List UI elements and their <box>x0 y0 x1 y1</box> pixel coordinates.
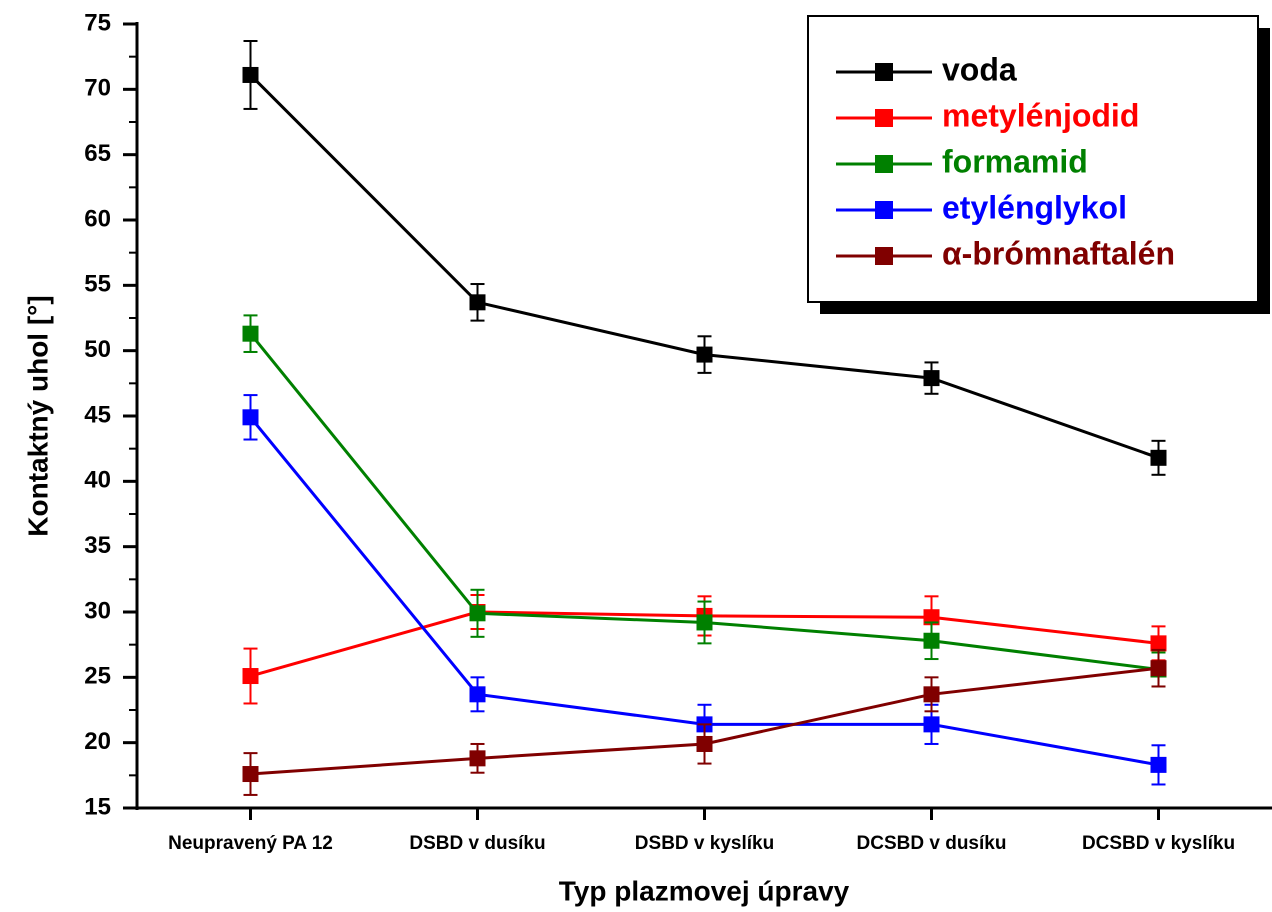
marker <box>469 750 486 767</box>
marker <box>696 614 713 631</box>
y-tick-label: 30 <box>84 597 111 624</box>
y-tick-label: 35 <box>84 532 111 559</box>
marker <box>469 605 486 622</box>
marker <box>1150 660 1167 677</box>
legend-marker <box>875 247 893 265</box>
marker <box>242 766 259 783</box>
legend-marker <box>875 155 893 173</box>
legend-label: formamid <box>942 143 1088 179</box>
y-tick-label: 40 <box>84 467 111 494</box>
y-tick-label: 15 <box>84 793 111 820</box>
legend-marker <box>875 201 893 219</box>
legend-marker <box>875 63 893 81</box>
legend-marker <box>875 109 893 127</box>
y-tick-label: 20 <box>84 728 111 755</box>
x-tick-label: DCSBD v dusíku <box>857 833 1007 854</box>
x-tick-label: DSBD v kyslíku <box>635 833 774 854</box>
marker <box>469 294 486 311</box>
marker <box>242 66 259 83</box>
y-tick-label: 25 <box>84 663 111 690</box>
y-tick-label: 45 <box>84 401 111 428</box>
x-tick-label: Neupravený PA 12 <box>168 833 333 854</box>
y-tick-label: 60 <box>84 205 111 232</box>
y-tick-label: 55 <box>84 271 111 298</box>
y-axis-label: Kontaktný uhol [°] <box>22 295 53 536</box>
marker <box>923 370 940 387</box>
x-tick-label: DCSBD v kyslíku <box>1082 833 1235 854</box>
y-tick-label: 65 <box>84 140 111 167</box>
y-tick-label: 70 <box>84 75 111 102</box>
marker <box>696 346 713 363</box>
y-tick-label: 75 <box>84 9 111 36</box>
marker <box>1150 449 1167 466</box>
x-axis-label: Typ plazmovej úpravy <box>559 875 850 906</box>
marker <box>923 609 940 626</box>
legend-label: voda <box>942 51 1017 87</box>
legend-label: etylénglykol <box>942 189 1127 225</box>
marker <box>696 735 713 752</box>
marker <box>923 632 940 649</box>
marker <box>469 686 486 703</box>
marker <box>1150 756 1167 773</box>
marker <box>242 325 259 342</box>
marker <box>242 409 259 426</box>
x-tick-label: DSBD v dusíku <box>409 833 545 854</box>
marker <box>1150 635 1167 652</box>
legend-label: metylénjodid <box>942 97 1139 133</box>
y-tick-label: 50 <box>84 336 111 363</box>
marker <box>923 716 940 733</box>
marker <box>923 686 940 703</box>
marker <box>242 668 259 685</box>
legend-label: α-brómnaftalén <box>942 235 1175 271</box>
